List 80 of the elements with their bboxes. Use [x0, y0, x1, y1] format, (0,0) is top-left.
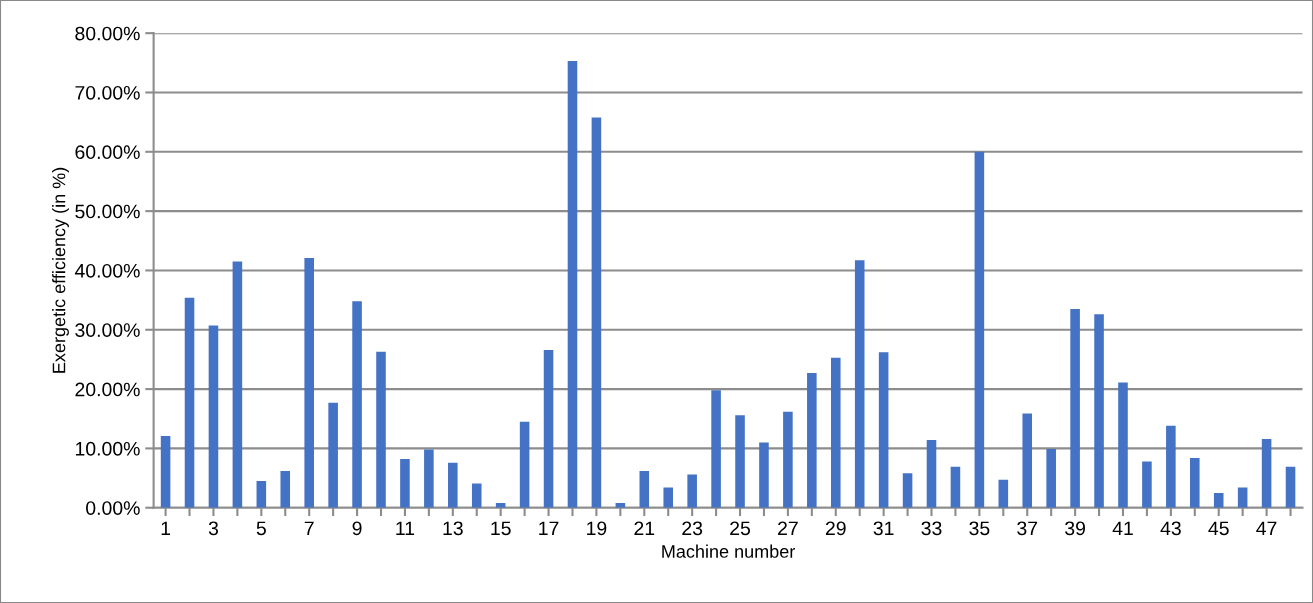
bar: [854, 260, 865, 508]
x-tick-label: 41: [1112, 521, 1133, 536]
bar: [687, 474, 697, 508]
bar: [1190, 457, 1200, 508]
x-tick-label: 43: [1160, 521, 1181, 536]
bar: [759, 442, 769, 508]
x-tick-label: 27: [778, 521, 798, 536]
bar: [184, 297, 195, 508]
x-tick-label: 17: [539, 521, 559, 536]
bar: [902, 473, 913, 508]
bar: [424, 449, 434, 508]
y-tick-label: 30.00%: [75, 323, 140, 337]
x-tick-label: 37: [1017, 521, 1038, 536]
x-tick-label: 35: [969, 521, 990, 536]
y-tick-label: 50.00%: [75, 204, 140, 219]
x-tick-label: 29: [825, 521, 846, 536]
x-tick-label: 9: [352, 521, 362, 536]
x-tick-label: 1: [161, 521, 171, 536]
x-axis-title: Machine number: [662, 544, 796, 558]
y-tick-label: 10.00%: [75, 441, 140, 456]
bar: [1166, 425, 1176, 508]
bar: [1285, 466, 1296, 508]
bar: [663, 487, 674, 508]
x-tick-label: 23: [682, 521, 703, 536]
bar: [974, 151, 985, 508]
y-tick-label: 60.00%: [75, 145, 140, 160]
bar: [1261, 438, 1272, 508]
bar: [807, 373, 817, 508]
bar: [830, 357, 841, 508]
x-tick-label: 13: [443, 521, 463, 536]
bar: [878, 352, 889, 508]
bar: [519, 421, 530, 508]
bar: [783, 411, 793, 508]
bar: [1142, 461, 1152, 508]
bar: [950, 466, 961, 508]
y-axis-title: Exergetic efficiency (in %): [52, 167, 69, 373]
bar: [208, 325, 219, 508]
bar: [639, 470, 650, 508]
bar: [471, 483, 482, 508]
x-tick-label: 21: [634, 521, 655, 536]
y-tick-label: 20.00%: [75, 382, 140, 397]
bar: [328, 402, 338, 508]
x-tick-label: 3: [208, 521, 219, 536]
bar: [232, 261, 243, 508]
bar: [1046, 449, 1056, 508]
y-tick-label: 80.00%: [75, 26, 140, 41]
x-tick-label: 39: [1065, 521, 1086, 536]
x-tick-label: 5: [256, 521, 266, 536]
bar: [400, 459, 410, 508]
bar: [998, 479, 1009, 508]
bar: [1118, 382, 1128, 508]
x-tick-label: 15: [491, 521, 511, 536]
bar: [1022, 413, 1033, 508]
bar: [280, 470, 291, 508]
x-tick-label: 11: [396, 521, 415, 536]
bar: [160, 435, 171, 508]
bar: [256, 481, 267, 508]
bar: [448, 462, 458, 508]
x-tick-label: 25: [730, 521, 751, 536]
y-tick-label: 40.00%: [74, 263, 140, 278]
y-tick-label: 70.00%: [75, 85, 140, 100]
bar: [304, 257, 314, 508]
bar: [711, 390, 721, 508]
x-tick-label: 31: [873, 521, 894, 536]
bar: [926, 440, 937, 508]
x-tick-label: 33: [921, 521, 942, 536]
x-tick-label: 19: [587, 521, 607, 536]
bar: [1094, 314, 1104, 508]
bar: [1070, 309, 1080, 508]
bar: [567, 61, 578, 508]
bar: [543, 349, 554, 508]
bar: [376, 351, 386, 508]
bar: [591, 117, 602, 508]
x-tick-label: 45: [1208, 521, 1229, 536]
x-tick-label: 7: [304, 521, 314, 536]
y-tick-label: 0.00%: [86, 501, 140, 515]
bar: [352, 301, 362, 508]
x-tick-label: 47: [1256, 521, 1277, 536]
bar: [735, 415, 745, 508]
bar: [1213, 492, 1224, 508]
